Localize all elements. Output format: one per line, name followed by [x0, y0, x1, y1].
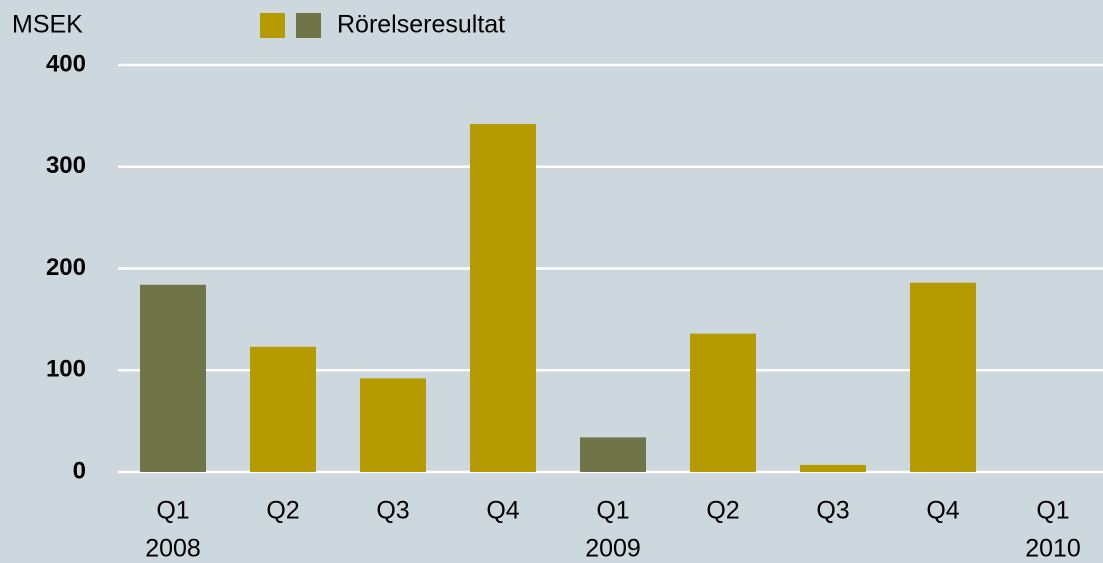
- bar: [910, 282, 976, 472]
- x-tick-label: Q2: [706, 497, 739, 525]
- x-tick-label: Q1: [1036, 497, 1069, 525]
- x-tick-label: Q4: [486, 497, 519, 525]
- bar: [360, 378, 426, 472]
- x-tick-label: Q2: [266, 497, 299, 525]
- legend-swatch: [260, 13, 285, 38]
- x-tick-label: Q1: [156, 497, 189, 525]
- bar: [690, 333, 756, 472]
- bar: [800, 464, 866, 472]
- legend-label: Rörelseresultat: [337, 11, 505, 39]
- x-tick-label: 2008: [145, 535, 201, 563]
- y-tick-label: 200: [46, 254, 86, 281]
- y-tick-label: 100: [46, 356, 86, 383]
- x-tick-label: 2009: [585, 535, 641, 563]
- legend-swatch: [296, 13, 321, 38]
- y-tick-label: 400: [46, 50, 86, 77]
- x-tick-label: Q3: [816, 497, 849, 525]
- x-tick-label: Q3: [376, 497, 409, 525]
- bar: [140, 284, 206, 472]
- bar: [580, 437, 646, 472]
- x-tick-label: 2010: [1025, 535, 1081, 563]
- y-axis-label: MSEK: [12, 11, 83, 39]
- y-tick-label: 0: [73, 457, 86, 484]
- y-tick-label: 300: [46, 152, 86, 179]
- x-tick-label: Q1: [596, 497, 629, 525]
- bar: [470, 124, 536, 472]
- x-tick-label: Q4: [926, 497, 959, 525]
- bar: [250, 346, 316, 472]
